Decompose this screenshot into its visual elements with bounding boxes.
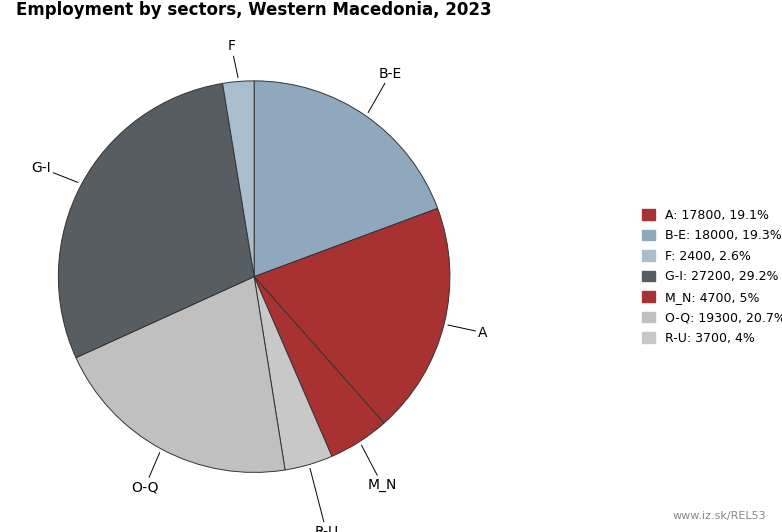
Text: www.iz.sk/REL53: www.iz.sk/REL53 [673,511,766,521]
Text: B-E: B-E [368,66,402,113]
Wedge shape [76,277,285,472]
Wedge shape [223,81,254,277]
Wedge shape [254,277,332,470]
Text: M_N: M_N [361,445,397,492]
Legend: A: 17800, 19.1%, B-E: 18000, 19.3%, F: 2400, 2.6%, G-I: 27200, 29.2%, M_N: 4700,: A: 17800, 19.1%, B-E: 18000, 19.3%, F: 2… [642,209,782,345]
Text: G-I: G-I [30,161,78,182]
Text: O-Q: O-Q [131,453,160,494]
Wedge shape [59,84,254,358]
Title: Employment by sectors, Western Macedonia, 2023: Employment by sectors, Western Macedonia… [16,1,492,19]
Wedge shape [254,81,438,277]
Text: F: F [228,39,238,78]
Wedge shape [254,209,450,423]
Text: R-U: R-U [310,468,339,532]
Wedge shape [254,277,384,456]
Text: A: A [448,325,488,339]
